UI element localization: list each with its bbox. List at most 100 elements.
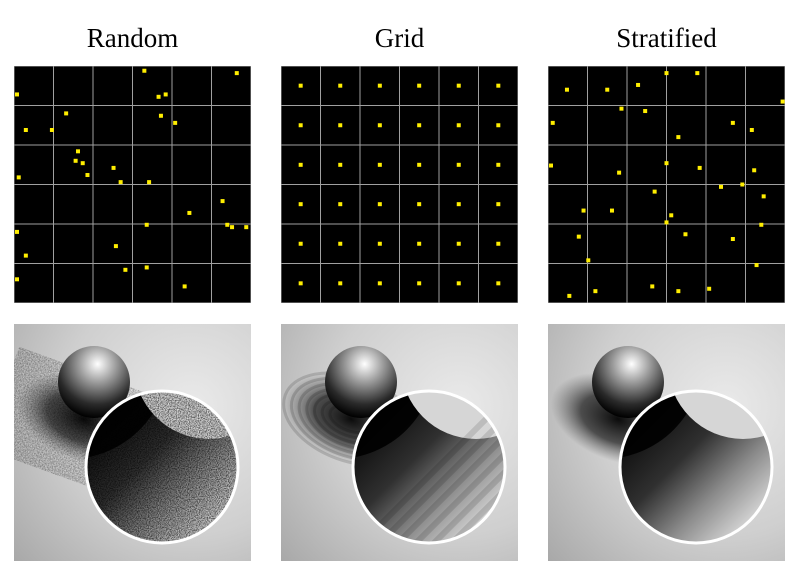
sample-point [683, 232, 688, 237]
sample-point [652, 189, 657, 194]
sample-point [496, 123, 501, 128]
sample-point [643, 109, 648, 114]
sample-point [338, 202, 343, 207]
sample-point [576, 234, 581, 239]
magnifier-ring [618, 389, 774, 545]
sample-point [456, 83, 461, 88]
sample-point [187, 210, 192, 215]
sample-point [158, 113, 163, 118]
sample-point [730, 237, 735, 242]
sample-point [417, 83, 422, 88]
render-grid [281, 324, 518, 561]
sample-point [298, 281, 303, 286]
sample-point [377, 241, 382, 246]
sample-point [617, 170, 622, 175]
sample-point [16, 175, 21, 180]
sample-point [619, 106, 624, 111]
sample-point [417, 162, 422, 167]
sample-point [15, 92, 19, 97]
sample-point [456, 202, 461, 207]
sample-point [719, 184, 724, 189]
sample-point [581, 208, 586, 213]
sample-point [759, 222, 764, 227]
sample-point [338, 123, 343, 128]
sample-point [636, 82, 641, 87]
panel-title-random: Random [86, 23, 179, 53]
sample-point [752, 168, 757, 173]
sample-point [298, 123, 303, 128]
sample-point [298, 241, 303, 246]
sample-point [144, 222, 149, 227]
sample-point [749, 127, 754, 132]
sample-pattern-random [14, 66, 251, 303]
sample-point [456, 281, 461, 286]
sample-point [676, 135, 681, 140]
sample-point [220, 199, 225, 204]
sample-point [664, 161, 669, 166]
sample-point [49, 127, 54, 132]
sample-point [377, 162, 382, 167]
sphere [58, 346, 130, 418]
sample-point [740, 182, 745, 187]
sample-point [298, 83, 303, 88]
sample-point [173, 120, 178, 125]
sample-point [182, 284, 187, 289]
sample-point [23, 253, 28, 258]
sample-point [338, 281, 343, 286]
sample-point [496, 202, 501, 207]
sample-point [142, 68, 147, 73]
sample-point [456, 123, 461, 128]
sample-point [730, 120, 735, 125]
sample-point [564, 87, 569, 92]
sample-point [754, 263, 759, 268]
sample-point [225, 222, 230, 227]
sample-point [338, 162, 343, 167]
sample-point [605, 87, 610, 92]
sample-point [244, 225, 249, 230]
sphere [325, 346, 397, 418]
sample-point [496, 241, 501, 246]
sample-point [377, 83, 382, 88]
sample-point [144, 265, 149, 270]
render-stratified [548, 324, 785, 561]
render-random [14, 324, 251, 561]
sample-point [377, 281, 382, 286]
sample-point [417, 281, 422, 286]
sample-point [549, 163, 553, 168]
sample-point [377, 123, 382, 128]
sample-point [123, 267, 128, 272]
sample-point [695, 71, 700, 76]
sample-point [417, 241, 422, 246]
sample-point [111, 165, 116, 170]
magnifier-ring [84, 389, 240, 545]
panel-title-stratified: Stratified [616, 23, 717, 53]
magnifier-ring [351, 389, 507, 545]
sample-point [550, 120, 555, 125]
sample-point [234, 71, 239, 76]
sample-pattern-grid [281, 66, 518, 303]
sample-point [75, 149, 80, 154]
sample-point [156, 94, 161, 99]
sample-point [664, 220, 669, 225]
sample-point [230, 225, 235, 230]
sample-point [593, 289, 598, 294]
sample-point [669, 213, 674, 218]
panel-title-grid: Grid [374, 23, 425, 53]
sample-point [64, 111, 69, 116]
sample-point [707, 286, 712, 291]
sample-point [456, 241, 461, 246]
sample-point [417, 123, 422, 128]
sample-point [23, 127, 28, 132]
sample-point [377, 202, 382, 207]
sample-point [85, 173, 90, 178]
sample-point [761, 194, 766, 199]
sample-pattern-stratified [548, 66, 785, 303]
sample-point [338, 241, 343, 246]
sample-point [496, 162, 501, 167]
sample-point [586, 258, 591, 263]
sample-point [147, 180, 152, 185]
sample-point [676, 289, 681, 294]
sample-point [650, 284, 655, 289]
sample-point [496, 281, 501, 286]
sample-point [664, 71, 669, 76]
